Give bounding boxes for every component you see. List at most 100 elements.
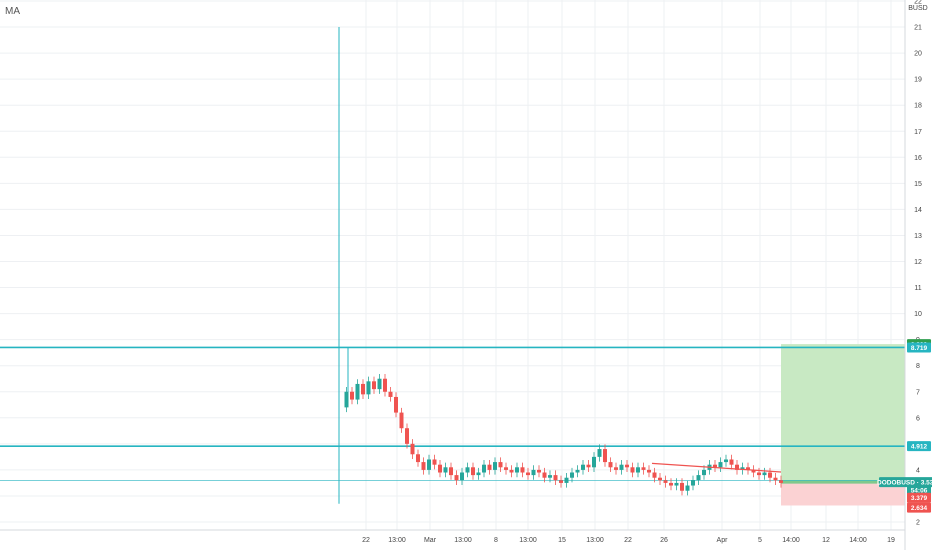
candle-body <box>597 449 602 457</box>
x-tick-label: 15 <box>558 537 566 544</box>
candle-body <box>674 482 679 486</box>
price-tag: 8.719 <box>907 342 931 353</box>
candle-body <box>526 472 530 476</box>
candle-body <box>465 467 470 473</box>
horizontal-levels <box>0 346 905 481</box>
candle-body <box>509 469 514 473</box>
price-tag-label: DODOBUSD · 3.530 <box>877 479 932 486</box>
candle-body <box>388 391 393 397</box>
candle-body <box>449 467 453 476</box>
candle-body <box>779 480 783 483</box>
price-tag: 3.379 <box>907 492 931 503</box>
chart-grid <box>0 0 905 530</box>
candle-body <box>762 472 767 476</box>
y-tick-label: 11 <box>914 285 921 292</box>
candle-body <box>559 480 563 483</box>
candle-body <box>746 467 750 470</box>
price-tag-label: 8.719 <box>911 345 928 352</box>
candle-body <box>531 469 536 476</box>
candle-body <box>729 459 734 465</box>
candle-body <box>355 383 360 400</box>
candle-body <box>493 462 497 470</box>
loss-zone <box>781 482 905 506</box>
position-zones <box>781 344 905 506</box>
candle-body <box>696 475 701 481</box>
candle-body <box>713 464 717 468</box>
y-tick-label: 16 <box>914 155 922 162</box>
candle-body <box>476 472 481 476</box>
candle-body <box>608 462 613 468</box>
candle-body <box>515 467 519 473</box>
y-tick-label: 14 <box>914 207 922 214</box>
candle-body <box>575 469 580 473</box>
y-tick-label: 18 <box>914 103 922 110</box>
candle-body <box>394 396 398 413</box>
candle-body <box>586 464 591 468</box>
candle-body <box>399 412 404 429</box>
x-tick-label: 14:00 <box>782 537 800 544</box>
price-tag-label: 2.634 <box>911 505 928 512</box>
candle-body <box>581 464 585 470</box>
candle-body <box>751 469 756 473</box>
candle-body <box>718 462 723 468</box>
candle-body <box>564 477 569 483</box>
candle-body <box>641 467 646 470</box>
y-tick-label: 6 <box>916 415 920 422</box>
price-tag: 54:06 <box>907 485 931 496</box>
price-tag-bg <box>907 342 931 353</box>
candle-body <box>630 467 635 473</box>
candle-body <box>740 467 745 470</box>
candle-body <box>658 477 662 481</box>
candle-body <box>592 456 596 468</box>
candle-body <box>542 472 547 478</box>
price-tag-bg <box>907 502 931 513</box>
candle-body <box>405 428 409 444</box>
candle-body <box>553 475 558 481</box>
price-tag: 4.912 <box>907 441 931 452</box>
time-axis[interactable]: 22 13:00 Mar 13:00 8 13:00 15 13:00 22 26 Apr 5 14:0… <box>362 537 895 544</box>
candle-body <box>460 472 464 481</box>
x-tick-label: Mar <box>424 537 437 544</box>
candle-body <box>344 391 349 408</box>
price-tag: DODOBUSD · 3.530 <box>877 477 932 488</box>
price-tag-label: 3.379 <box>911 495 928 502</box>
indicator-label[interactable]: MA <box>5 6 20 17</box>
y-tick-label: 7 <box>916 389 920 396</box>
candle-body <box>773 477 778 481</box>
candle-body <box>663 480 668 483</box>
profit-zone <box>781 344 905 483</box>
candle-body <box>383 378 387 392</box>
candle-body <box>603 449 607 463</box>
y-tick-label: 12 <box>914 259 922 266</box>
candle-body <box>636 467 640 473</box>
price-spike <box>338 27 349 504</box>
candle-body <box>416 454 420 463</box>
x-tick-label: 26 <box>660 537 668 544</box>
trend-line <box>651 462 782 473</box>
candle-body <box>377 378 382 390</box>
price-tag: 2.634 <box>907 502 931 513</box>
x-tick-label: 13:00 <box>586 537 604 544</box>
y-tick-label: 4 <box>916 467 920 474</box>
x-tick-label: 14:00 <box>849 537 867 544</box>
y-tick-label: 17 <box>914 129 922 136</box>
x-tick-label: 19 <box>887 537 895 544</box>
candle-body <box>724 459 728 463</box>
price-tag-label: 4.912 <box>911 443 928 450</box>
price-tag-bg <box>907 485 931 496</box>
candle-body <box>680 482 684 491</box>
candle-body <box>647 469 651 473</box>
candle-body <box>625 464 629 468</box>
price-axis[interactable]: 2345678910111213141516171819202122BUSD <box>908 0 927 527</box>
x-tick-label: 13:00 <box>519 537 537 544</box>
candle-body <box>487 464 492 470</box>
y-tick-label: 19 <box>914 77 922 84</box>
candle-body <box>454 475 459 481</box>
candle-body <box>361 383 365 395</box>
y-tick-label: 8 <box>916 363 920 370</box>
x-tick-label: 13:00 <box>454 537 472 544</box>
candle-body <box>691 480 695 486</box>
trend-line-segment <box>651 462 782 473</box>
candle-body <box>669 482 673 486</box>
